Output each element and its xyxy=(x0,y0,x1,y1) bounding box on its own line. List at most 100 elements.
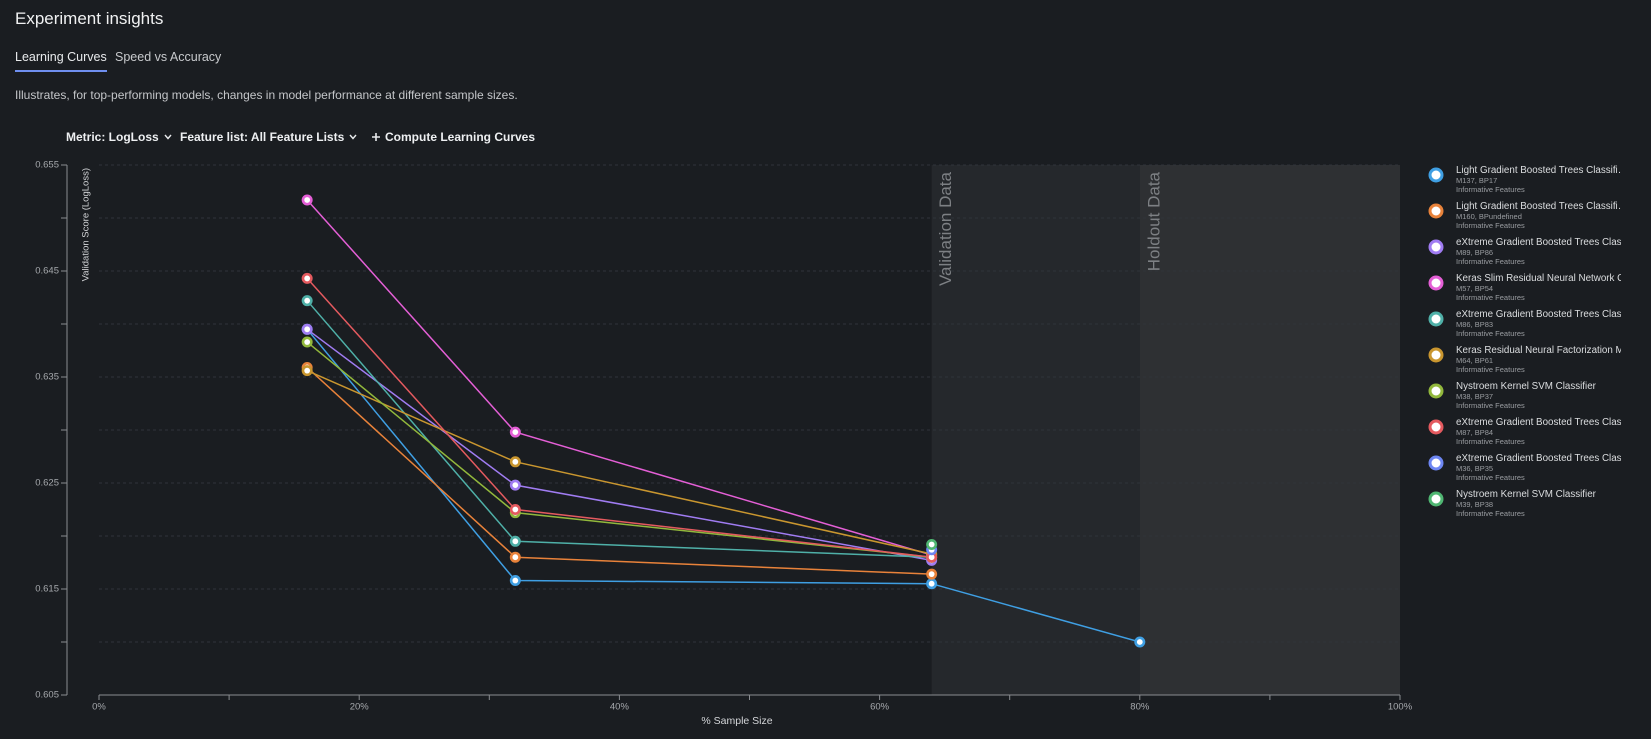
legend-swatch xyxy=(1428,383,1444,399)
x-tick-label: 60% xyxy=(870,702,890,713)
legend-item[interactable]: eXtreme Gradient Boosted Trees Clas M89, … xyxy=(1428,237,1621,273)
legend-model-id: M36, BP35 xyxy=(1456,464,1494,473)
legend-feature-list: Informative Features xyxy=(1456,221,1525,230)
legend-model-id: M64, BP61 xyxy=(1456,356,1494,365)
legend-feature-list: Informative Features xyxy=(1456,437,1525,446)
data-point xyxy=(509,479,521,491)
page-title: Experiment insights xyxy=(15,9,164,28)
y-tick-label: 0.615 xyxy=(35,584,59,595)
feature-list-dropdown[interactable]: Feature list: All Feature Lists xyxy=(180,130,358,144)
chevron-icon xyxy=(164,134,172,140)
legend-item[interactable]: eXtreme Gradient Boosted Trees Clas M36, … xyxy=(1428,453,1621,489)
chart: % Sample Size Validation Score (LogLoss)… xyxy=(35,160,1413,727)
legend-marker xyxy=(1428,347,1444,363)
series-line xyxy=(306,341,932,558)
region-label: Holdout Data xyxy=(1144,171,1163,271)
y-tick-label: 0.605 xyxy=(35,690,59,701)
data-point xyxy=(1134,636,1146,648)
legend-item[interactable]: Keras Residual Neural Factorization M M64… xyxy=(1428,345,1621,381)
y-tick-label: 0.625 xyxy=(35,478,59,489)
x-tick-label: 100% xyxy=(1388,702,1413,713)
x-tick-label: 40% xyxy=(610,702,630,713)
legend-marker xyxy=(1428,491,1444,507)
legend-item[interactable]: Keras Slim Residual Neural Network C M57,… xyxy=(1428,273,1621,309)
metric-dropdown[interactable]: Metric: LogLoss xyxy=(66,130,173,144)
data-point xyxy=(301,295,313,307)
data-point xyxy=(509,456,521,468)
data-point xyxy=(509,503,521,515)
y-axis-title: Validation Score (LogLoss) xyxy=(81,168,92,281)
region-label: Validation Data xyxy=(936,171,955,286)
legend-swatch xyxy=(1428,455,1444,471)
legend-marker xyxy=(1428,419,1444,435)
compute-button[interactable]: Compute Learning Curves xyxy=(371,130,535,144)
data-point xyxy=(301,194,313,206)
legend-feature-list: Informative Features xyxy=(1456,329,1525,338)
series-line xyxy=(306,300,932,558)
legend-model-id: M86, BP83 xyxy=(1456,320,1494,329)
x-axis-title: % Sample Size xyxy=(701,715,772,727)
y-tick-label: 0.655 xyxy=(35,160,59,171)
data-point xyxy=(509,535,521,547)
legend-model-id: M39, BP38 xyxy=(1456,500,1494,509)
legend-model-id: M160, BPundefined xyxy=(1456,212,1522,221)
series-line xyxy=(306,328,1141,643)
legend-model-id: M38, BP37 xyxy=(1456,392,1494,401)
legend-feature-list: Informative Features xyxy=(1456,185,1525,194)
legend-feature-list: Informative Features xyxy=(1456,401,1525,410)
data-point xyxy=(301,272,313,284)
legend-item[interactable]: eXtreme Gradient Boosted Trees Clas M87, … xyxy=(1428,417,1621,453)
legend-name: eXtreme Gradient Boosted Trees Clas xyxy=(1456,417,1621,428)
y-tick-label: 0.635 xyxy=(35,372,59,383)
tab[interactable]: Speed vs Accuracy xyxy=(115,50,222,64)
tab[interactable]: Learning Curves xyxy=(15,50,107,72)
legend-feature-list: Informative Features xyxy=(1456,365,1525,374)
legend-item[interactable]: Nystroem Kernel SVM Classifier M39, BP38 I… xyxy=(1428,489,1621,525)
legend-model-id: M87, BP84 xyxy=(1456,428,1494,437)
legend-swatch xyxy=(1428,275,1444,291)
description: Illustrates, for top-performing models, … xyxy=(15,88,518,102)
legend-swatch xyxy=(1428,491,1444,507)
legend-model-id: M137, BP17 xyxy=(1456,176,1498,185)
legend-name: eXtreme Gradient Boosted Trees Clas xyxy=(1456,309,1621,320)
legend-swatch xyxy=(1428,311,1444,327)
legend-item[interactable]: eXtreme Gradient Boosted Trees Clas M86, … xyxy=(1428,309,1621,345)
x-tick-label: 20% xyxy=(350,702,370,713)
data-point xyxy=(926,578,938,590)
series-line xyxy=(306,277,932,558)
legend-marker xyxy=(1428,455,1444,471)
legend-swatch xyxy=(1428,419,1444,435)
legend-name: Nystroem Kernel SVM Classifier xyxy=(1456,489,1596,500)
button-label: Compute Learning Curves xyxy=(385,130,536,144)
data-point xyxy=(301,323,313,335)
legend-model-id: M89, BP86 xyxy=(1456,248,1494,257)
legend-swatch xyxy=(1428,167,1444,183)
legend-marker xyxy=(1428,275,1444,291)
legend-name: eXtreme Gradient Boosted Trees Clas xyxy=(1456,237,1621,248)
legend-model-id: M57, BP54 xyxy=(1456,284,1494,293)
legend-name: Nystroem Kernel SVM Classifier xyxy=(1456,381,1596,392)
legend-name: Light Gradient Boosted Trees Classifi… xyxy=(1456,165,1621,176)
y-tick-label: 0.645 xyxy=(35,266,59,277)
legend-marker xyxy=(1428,311,1444,327)
legend-item[interactable]: Light Gradient Boosted Trees Classifi… M1… xyxy=(1428,201,1621,237)
data-point xyxy=(509,575,521,587)
legend-swatch xyxy=(1428,239,1444,255)
chevron-icon xyxy=(349,134,357,140)
legend-item[interactable]: Nystroem Kernel SVM Classifier M38, BP37 I… xyxy=(1428,381,1621,417)
dropdown-label: Feature list: All Feature Lists xyxy=(180,130,345,144)
data-point xyxy=(509,426,521,438)
legend-feature-list: Informative Features xyxy=(1456,473,1525,482)
legend-item[interactable]: Light Gradient Boosted Trees Classifi… M1… xyxy=(1428,165,1621,201)
legend-feature-list: Informative Features xyxy=(1456,509,1525,518)
data-point xyxy=(301,365,313,377)
x-tick-label: 0% xyxy=(92,702,106,713)
legend-marker xyxy=(1428,383,1444,399)
series-line xyxy=(306,328,932,562)
legend-swatch xyxy=(1428,347,1444,363)
plus-icon xyxy=(372,133,380,141)
legend-name: eXtreme Gradient Boosted Trees Clas xyxy=(1456,453,1621,464)
legend-feature-list: Informative Features xyxy=(1456,257,1525,266)
legend-swatch xyxy=(1428,203,1444,219)
